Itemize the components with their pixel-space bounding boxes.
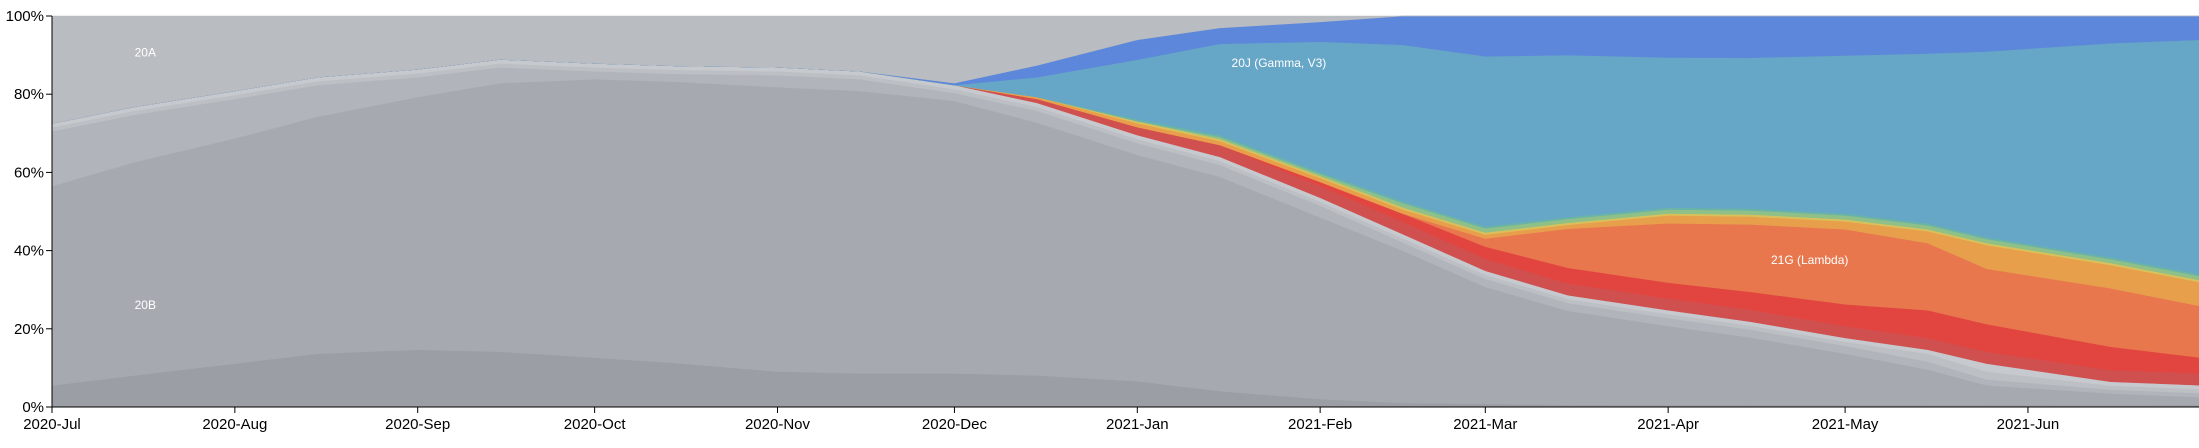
x-tick-label: 2021-Jan (1106, 416, 1169, 433)
x-tick-label: 2021-Jun (1997, 416, 2060, 433)
x-tick-label: 2021-Feb (1288, 416, 1352, 433)
x-tick-label: 2020-Jul (23, 416, 81, 433)
x-tick-label: 2020-Aug (202, 416, 267, 433)
x-tick-label: 2020-Sep (385, 416, 450, 433)
x-tick-label: 2021-Apr (1637, 416, 1699, 433)
y-tick-label: 60% (14, 164, 44, 181)
series-label-20b: 20B (135, 298, 156, 312)
x-tick-label: 2020-Dec (922, 416, 988, 433)
x-tick-label: 2020-Nov (745, 416, 811, 433)
x-tick-label: 2020-Oct (564, 416, 627, 433)
x-tick-label: 2021-Mar (1453, 416, 1517, 433)
x-tick-label: 2021-May (1812, 416, 1879, 433)
y-tick-label: 20% (14, 321, 44, 338)
x-ticks: 2020-Jul 2020-Aug 2020-Sep 2020-Oct 2020-Nov… (23, 407, 2059, 433)
y-tick-label: 100% (6, 8, 44, 25)
y-tick-label: 80% (14, 86, 44, 103)
y-ticks: 0% 20% 40% 60% 80% 100% (6, 8, 52, 416)
series-label-21g-lambda: 21G (Lambda) (1771, 253, 1848, 267)
series-area-20a (51, 15, 2199, 124)
y-tick-label: 0% (22, 399, 44, 416)
y-tick-label: 40% (14, 243, 44, 260)
area-layers (51, 15, 2199, 408)
axes (51, 16, 2199, 408)
area-labels: 20B 21G (Lambda) 20J (Gamma, V3) 20A (135, 45, 1849, 312)
series-label-20a: 20A (135, 45, 156, 59)
series-label-20j-gamma-v3: 20J (Gamma, V3) (1232, 56, 1327, 70)
